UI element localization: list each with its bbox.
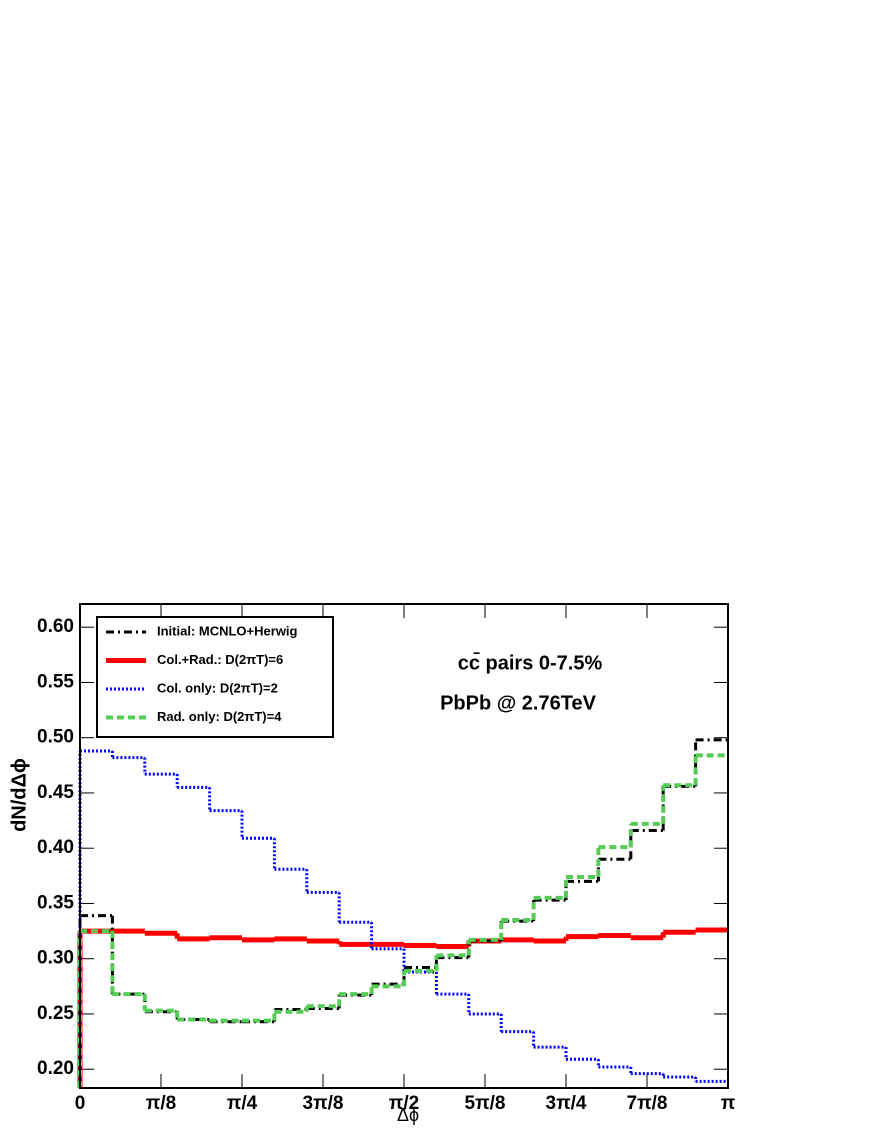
- y-tick-label: 0.20: [37, 1058, 74, 1079]
- y-tick-label: 0.55: [37, 671, 74, 692]
- x-tick-label: 5π/8: [465, 1093, 506, 1114]
- series: [78, 753, 728, 1088]
- y-tick-label: 0.25: [37, 1003, 74, 1024]
- y-axis-title: dN/dΔϕ: [8, 758, 30, 832]
- x-tick-label: π/4: [227, 1093, 258, 1114]
- x-tick-label: π: [721, 1093, 736, 1114]
- series: [78, 749, 728, 1088]
- x-tick-label: 7π/8: [627, 1093, 668, 1114]
- y-tick-label: 0.50: [37, 727, 74, 748]
- x-axis-title: Δϕ: [397, 1105, 419, 1125]
- legend-label: Col. only: D(2πT)=2: [157, 680, 278, 695]
- plot-frame: [79, 603, 729, 1089]
- y-tick-label: 0.40: [37, 837, 74, 858]
- legend-box: [96, 616, 334, 738]
- x-tick-label: 0: [75, 1093, 86, 1114]
- annotation: PbPb @ 2.76TeV: [440, 692, 597, 714]
- y-tick-label: 0.35: [37, 892, 74, 913]
- legend-label: Col.+Rad.: D(2πT)=6: [157, 652, 283, 667]
- y-tick-label: 0.30: [37, 948, 74, 969]
- series: [78, 738, 728, 1088]
- x-tick-label: π/8: [146, 1093, 176, 1114]
- x-tick-label: 3π/4: [546, 1093, 587, 1114]
- y-tick-label: 0.60: [37, 616, 74, 637]
- annotation: cc̄ pairs 0-7.5%: [458, 652, 603, 674]
- y-tick-label: 0.45: [37, 782, 74, 803]
- x-tick-label: π/2: [389, 1093, 419, 1114]
- legend-label: Rad. only: D(2πT)=4: [157, 709, 282, 724]
- legend-label: Initial: MCNLO+Herwig: [157, 623, 298, 638]
- x-tick-label: 3π/8: [303, 1093, 344, 1114]
